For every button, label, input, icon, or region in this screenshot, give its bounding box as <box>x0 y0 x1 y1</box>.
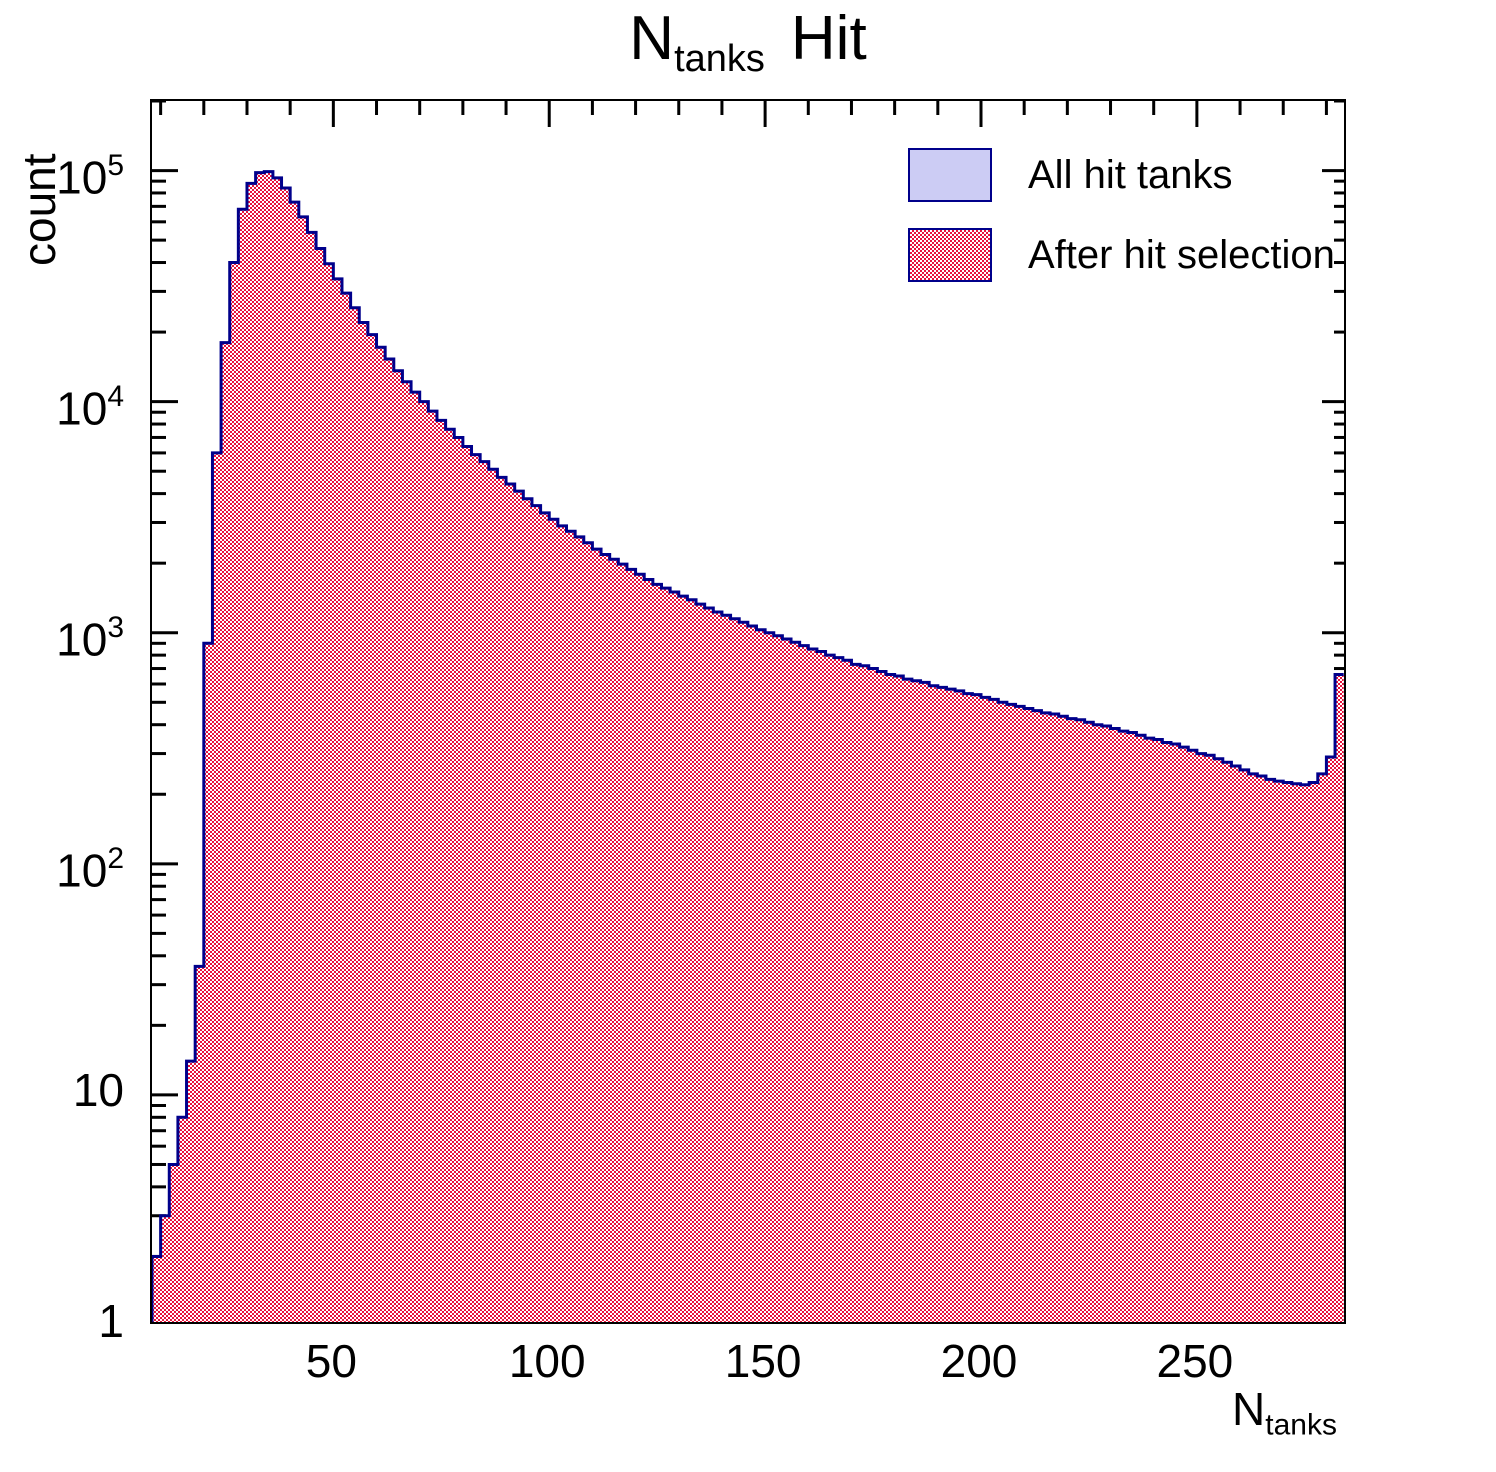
x-axis-tick-label: 50 <box>305 1335 357 1387</box>
x-axis-title: Ntanks <box>1232 1382 1337 1443</box>
legend-label-after-hit-selection: After hit selection <box>1028 233 1335 277</box>
x-axis-tick-label: 250 <box>1156 1335 1234 1387</box>
y-axis-title: count <box>13 153 65 266</box>
legend-item-all-hit-tanks[interactable]: All hit tanks <box>908 146 1233 204</box>
page-title: Ntanks Hit <box>0 6 1496 92</box>
histogram-outline <box>152 170 1344 1322</box>
title-subscript: tanks <box>674 38 765 81</box>
y-axis-tick-label: 105 <box>56 148 124 204</box>
legend-swatch-icon-all-hit-tanks <box>908 148 992 202</box>
y-axis-tick-label: 1 <box>98 1295 124 1347</box>
title-tail: Hit <box>790 4 867 73</box>
y-axis-tick-label: 10 <box>72 1063 124 1116</box>
legend-label-all-hit-tanks: All hit tanks <box>1028 153 1233 197</box>
title-main: N <box>629 4 675 73</box>
x-axis-tick-label: 150 <box>724 1335 802 1387</box>
x-axis-title-subscript: tanks <box>1265 1408 1337 1442</box>
y-axis-tick-label: 102 <box>56 841 124 897</box>
y-axis-tick-label: 103 <box>56 610 124 666</box>
legend: All hit tanks After hit selection <box>908 146 1335 296</box>
y-axis-tick-label: 104 <box>56 379 124 435</box>
plot-frame <box>150 99 1346 1324</box>
x-axis-tick-label: 200 <box>940 1335 1018 1387</box>
x-axis-tick-label: 100 <box>508 1335 586 1387</box>
legend-swatch-icon-after-hit-selection <box>908 228 992 282</box>
legend-item-after-hit-selection[interactable]: After hit selection <box>908 226 1335 284</box>
x-axis-title-main: N <box>1232 1383 1266 1435</box>
histogram-plot-area <box>152 101 1344 1322</box>
histogram-series-after-hit-selection <box>152 171 1344 1322</box>
